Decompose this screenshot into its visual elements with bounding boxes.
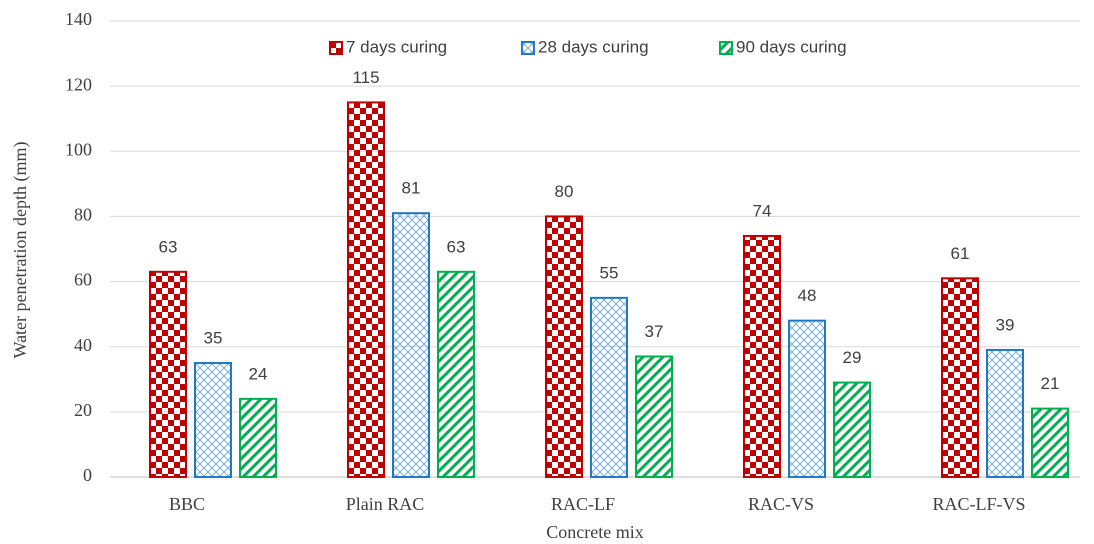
x-tick-label: Plain RAC bbox=[346, 494, 425, 514]
y-tick-label: 120 bbox=[65, 74, 92, 94]
bar bbox=[392, 212, 430, 479]
y-tick-label: 80 bbox=[74, 205, 92, 225]
x-tick-label: BBC bbox=[169, 494, 205, 514]
legend-swatch bbox=[329, 41, 343, 55]
x-tick-label: RAC-VS bbox=[748, 494, 814, 514]
bar bbox=[833, 381, 871, 478]
data-label: 63 bbox=[159, 237, 178, 256]
y-tick-label: 100 bbox=[65, 139, 92, 159]
bar bbox=[239, 397, 277, 479]
y-tick-label: 20 bbox=[74, 400, 92, 420]
bar bbox=[635, 355, 673, 478]
data-label: 63 bbox=[447, 237, 466, 256]
x-tick-label: RAC-LF bbox=[551, 494, 615, 514]
legend-label: 7 days curing bbox=[346, 37, 447, 56]
data-label: 55 bbox=[600, 263, 619, 282]
data-label: 48 bbox=[798, 286, 817, 305]
y-axis-title: Water penetration depth (mm) bbox=[10, 142, 31, 359]
data-label: 39 bbox=[996, 315, 1015, 334]
bar bbox=[545, 215, 583, 479]
legend-label: 28 days curing bbox=[538, 37, 649, 56]
data-label: 61 bbox=[951, 244, 970, 263]
x-tick-label: RAC-LF-VS bbox=[932, 494, 1025, 514]
data-label: 35 bbox=[204, 328, 223, 347]
bar bbox=[590, 296, 628, 478]
bar bbox=[788, 319, 826, 478]
bar bbox=[347, 101, 385, 479]
bar bbox=[149, 270, 187, 478]
y-tick-label: 0 bbox=[83, 465, 92, 485]
legend-label: 90 days curing bbox=[736, 37, 847, 56]
data-label: 115 bbox=[352, 68, 379, 87]
y-tick-label: 40 bbox=[74, 335, 92, 355]
data-label: 80 bbox=[555, 182, 574, 201]
legend-swatch bbox=[719, 41, 733, 55]
bar bbox=[941, 277, 979, 479]
data-label: 81 bbox=[402, 179, 421, 198]
bar bbox=[437, 270, 475, 478]
data-label: 21 bbox=[1041, 374, 1060, 393]
y-tick-label: 60 bbox=[74, 270, 92, 290]
data-label: 29 bbox=[843, 348, 862, 367]
y-tick-label: 140 bbox=[65, 9, 92, 29]
legend-swatch bbox=[521, 41, 535, 55]
bar bbox=[194, 362, 232, 478]
data-label: 24 bbox=[249, 364, 268, 383]
bar bbox=[986, 348, 1024, 479]
x-axis-title: Concrete mix bbox=[546, 522, 643, 542]
bar bbox=[1031, 407, 1069, 479]
data-label: 74 bbox=[753, 201, 772, 220]
bar bbox=[743, 234, 781, 478]
data-label: 37 bbox=[645, 322, 664, 341]
